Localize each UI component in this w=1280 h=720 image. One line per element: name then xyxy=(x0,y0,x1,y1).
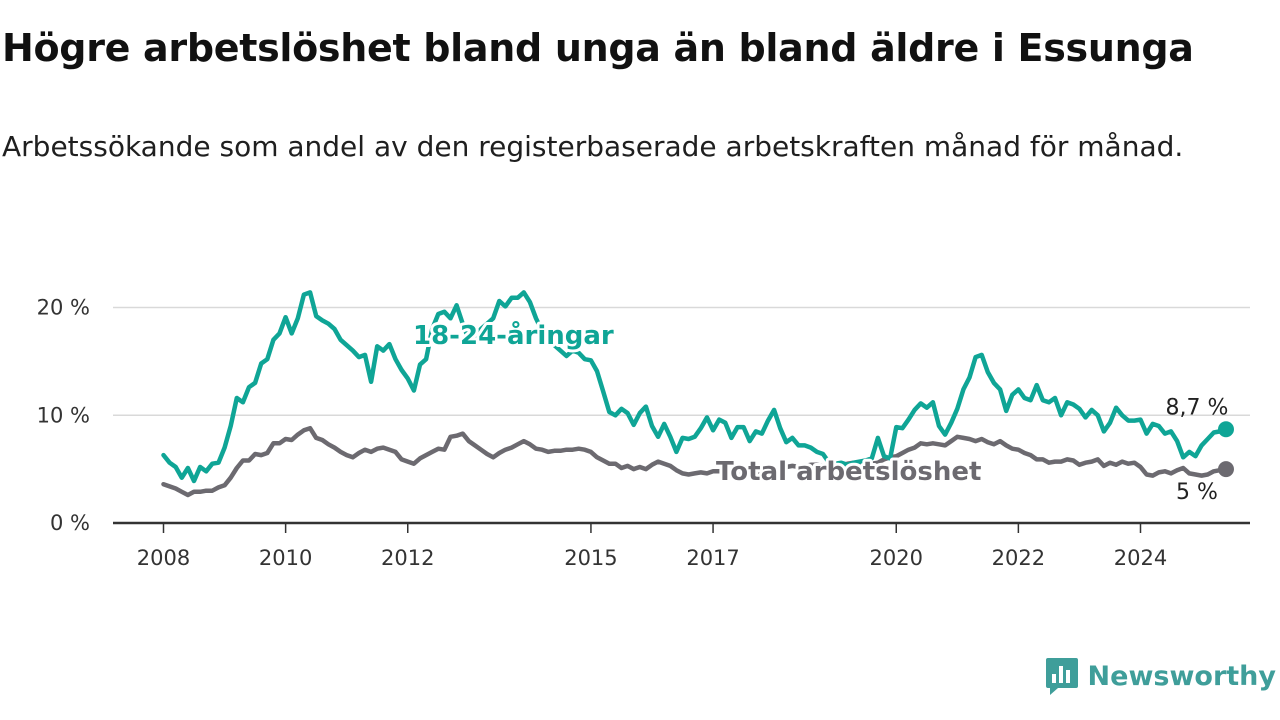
end-point-marker xyxy=(1217,461,1234,478)
end-point-marker xyxy=(1217,421,1234,438)
x-tick-label: 2008 xyxy=(137,546,190,570)
series-line-youth xyxy=(161,290,1229,484)
y-tick-label: 20 % xyxy=(37,296,90,320)
series-line-total xyxy=(161,425,1229,498)
x-tick-label: 2015 xyxy=(564,546,617,570)
end-value-label-total: 5 % xyxy=(1176,480,1218,505)
bar-chart-logo-icon xyxy=(1045,658,1078,695)
x-tick-label: 2024 xyxy=(1114,546,1167,570)
end-value-label-youth: 8,7 % xyxy=(1166,395,1229,420)
y-axis-ticks: 0 % 10 % 20 % xyxy=(37,296,90,536)
x-tick-label: 2010 xyxy=(259,546,312,570)
x-tick-label: 2020 xyxy=(870,546,923,570)
x-axis-ticks: 2008 2010 2012 2015 2017 2020 2022 2024 xyxy=(137,523,1167,570)
x-tick-label: 2022 xyxy=(992,546,1045,570)
y-tick-label: 10 % xyxy=(37,403,90,427)
chart-title: Högre arbetslöshet bland unga än bland ä… xyxy=(2,26,1194,70)
series-label-youth: 18-24-åringar xyxy=(413,319,614,351)
gridlines xyxy=(113,306,1250,525)
x-tick-label: 2017 xyxy=(686,546,739,570)
series-labels: 18-24-åringar Total arbetslöshet 8,7 % 5 % xyxy=(410,316,1229,505)
series-lines xyxy=(161,290,1234,498)
y-tick-label: 0 % xyxy=(50,511,90,535)
newsworthy-brand: Newsworthy xyxy=(1044,656,1276,696)
chart-subtitle: Arbetssökande som andel av den registerb… xyxy=(2,130,1184,163)
series-label-total: Total arbetslöshet xyxy=(716,457,981,487)
x-tick-label: 2012 xyxy=(381,546,434,570)
brand-name: Newsworthy xyxy=(1087,660,1276,692)
